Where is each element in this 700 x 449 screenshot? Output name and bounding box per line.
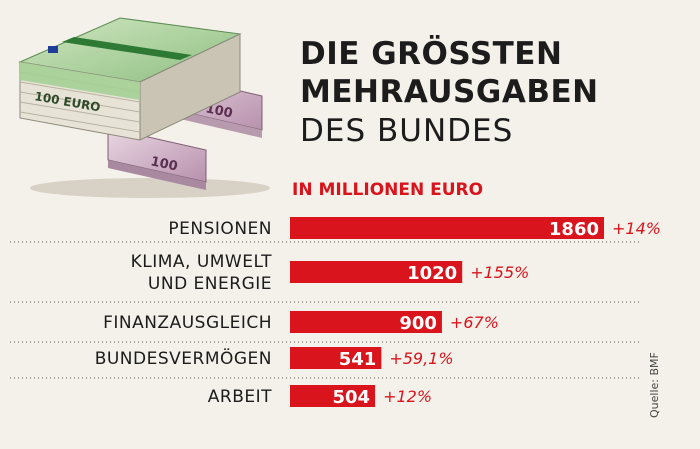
euro-banknotes-illustration: 100 100 100 EURO — [18, 17, 270, 198]
svg-text:100: 100 — [204, 101, 234, 121]
bar-1 — [290, 261, 463, 283]
green-stack: 100 EURO — [18, 17, 242, 141]
value-label-4: 504 — [333, 387, 371, 408]
value-label-3: 541 — [339, 349, 377, 370]
value-label-0: 1860 — [549, 219, 599, 240]
category-label-0-0: PENSIONEN — [168, 219, 272, 239]
svg-text:100: 100 — [149, 154, 179, 174]
purple-stack-front: 100 — [107, 127, 207, 190]
change-label-4: +12% — [383, 387, 432, 406]
bar-4 — [290, 385, 376, 407]
change-label-2: +67% — [450, 313, 499, 332]
title-line-2: MEHRAUSGABEN — [300, 74, 599, 110]
category-label-4-0: ARBEIT — [208, 387, 272, 407]
title-line-3: DES BUNDES — [300, 113, 514, 149]
category-label-1-0: KLIMA, UMWELT — [131, 252, 273, 272]
chart-subtitle: IN MILLIONEN EURO — [292, 180, 484, 200]
category-label-1-1: UND ENERGIE — [148, 274, 272, 294]
title-line-1: DIE GRÖSSTEN — [300, 36, 563, 72]
value-label-2: 900 — [399, 313, 437, 334]
change-label-3: +59,1% — [389, 349, 453, 368]
bar-3 — [290, 347, 382, 369]
change-label-1: +155% — [470, 263, 529, 282]
category-label-2-0: FINANZAUSGLEICH — [103, 313, 272, 333]
bar-2 — [290, 311, 442, 333]
category-label-3-0: BUNDESVERMÖGEN — [95, 347, 272, 369]
change-label-0: +14% — [612, 219, 661, 238]
bar-0 — [290, 217, 604, 239]
value-label-1: 1020 — [407, 263, 457, 284]
source-text: Quelle: BMF — [648, 352, 661, 418]
